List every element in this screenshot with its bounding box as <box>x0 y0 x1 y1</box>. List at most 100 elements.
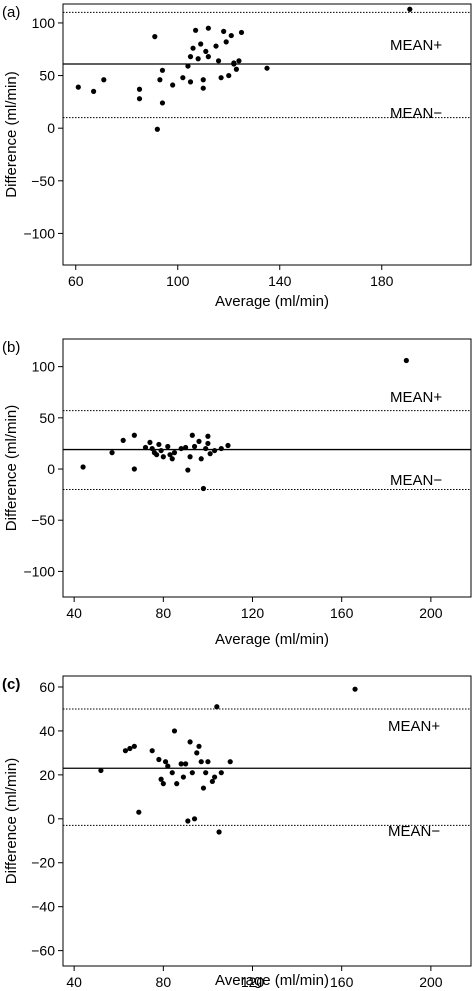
panel-label: (a) <box>2 4 20 21</box>
data-point <box>191 816 198 822</box>
x-tick-label: 120 <box>241 974 265 990</box>
panel-label: (c) <box>2 676 20 693</box>
data-point <box>165 443 171 450</box>
data-point <box>238 29 245 36</box>
data-point <box>187 739 193 745</box>
data-point <box>91 88 97 94</box>
y-tick-label: −100 <box>23 563 55 579</box>
data-point <box>203 445 209 452</box>
data-point <box>198 41 204 47</box>
panel-a: (a) 60 100 140 180 100 50 0 −50 −100 Average (ml/m… <box>2 3 472 310</box>
data-point <box>213 43 219 49</box>
panel-b: (b) 40 80 120 160 200 100 50 0 −50 −100 Average (ml… <box>2 338 472 648</box>
data-point <box>189 432 195 438</box>
data-point <box>136 86 143 92</box>
x-tick-label: 140 <box>268 273 292 289</box>
data-point <box>193 27 199 33</box>
data-point <box>218 75 224 81</box>
data-point <box>198 759 204 765</box>
data-point <box>403 357 409 364</box>
data-point <box>169 770 175 776</box>
x-tick-label: 100 <box>166 273 190 289</box>
y-axis-label: Difference (ml/min) <box>3 405 20 531</box>
data-point <box>207 451 213 457</box>
data-point <box>156 756 162 763</box>
data-point <box>122 748 129 754</box>
data-point <box>183 761 189 767</box>
data-point <box>205 433 211 439</box>
data-point <box>98 767 104 774</box>
mean-plus-annotation: MEAN+ <box>388 718 440 735</box>
data-point <box>169 456 175 462</box>
y-tick-label: −100 <box>23 225 55 241</box>
data-point <box>101 77 107 83</box>
x-tick-label: 40 <box>66 974 82 990</box>
data-point <box>156 441 162 448</box>
x-tick-label: 160 <box>330 605 354 621</box>
data-point <box>218 445 224 452</box>
data-point <box>203 770 209 776</box>
data-point <box>228 32 234 39</box>
data-point <box>80 464 86 470</box>
data-point <box>223 39 229 45</box>
data-point <box>214 704 220 710</box>
data-point <box>142 444 149 451</box>
data-point <box>236 58 242 64</box>
y-axis-label: Difference (ml/min) <box>3 758 20 884</box>
data-point <box>149 748 155 754</box>
y-tick-label: 100 <box>32 359 56 375</box>
data-point <box>227 759 233 765</box>
data-point <box>185 63 191 69</box>
data-point <box>159 67 166 73</box>
y-tick-label: 50 <box>39 410 55 426</box>
data-point <box>154 126 160 132</box>
data-point <box>205 759 211 765</box>
data-point <box>264 65 270 71</box>
data-point <box>212 447 218 454</box>
x-tick-label: 200 <box>419 974 443 990</box>
plot-frame <box>62 675 472 967</box>
data-point <box>183 444 189 451</box>
data-point <box>196 743 202 749</box>
data-point <box>195 56 201 62</box>
data-point <box>174 781 180 787</box>
data-point <box>187 79 194 85</box>
data-point <box>158 447 164 454</box>
data-point <box>218 770 224 776</box>
data-point <box>165 763 171 769</box>
data-point <box>154 452 160 458</box>
y-tick-label: −40 <box>31 899 55 915</box>
data-point <box>221 28 227 34</box>
y-tick-label: 50 <box>39 68 55 84</box>
data-point <box>191 443 198 450</box>
y-tick-label: 20 <box>39 767 55 783</box>
y-tick-label: 100 <box>32 15 56 31</box>
data-point <box>203 48 209 54</box>
data-point <box>171 450 178 456</box>
data-point <box>149 445 155 452</box>
data-point <box>205 440 211 447</box>
data-point <box>231 60 237 66</box>
data-point <box>225 442 231 449</box>
x-tick-label: 180 <box>370 273 394 289</box>
x-axis-label: Average (ml/min) <box>215 293 329 310</box>
data-point <box>159 100 166 106</box>
x-tick-label: 80 <box>156 974 172 990</box>
y-tick-label: −20 <box>31 855 55 871</box>
data-point <box>200 77 206 83</box>
x-axis-label: Average (ml/min) <box>215 631 329 648</box>
data-point <box>190 45 196 51</box>
data-point <box>216 829 222 835</box>
data-point <box>212 774 218 780</box>
data-point <box>170 82 176 88</box>
data-point <box>200 85 206 91</box>
data-point <box>194 750 200 756</box>
data-point <box>127 745 133 752</box>
data-point <box>407 6 413 12</box>
data-point <box>131 466 137 472</box>
mean-minus-annotation: MEAN− <box>390 472 442 489</box>
data-point <box>196 438 202 444</box>
data-point <box>157 77 163 83</box>
data-point <box>75 84 81 90</box>
